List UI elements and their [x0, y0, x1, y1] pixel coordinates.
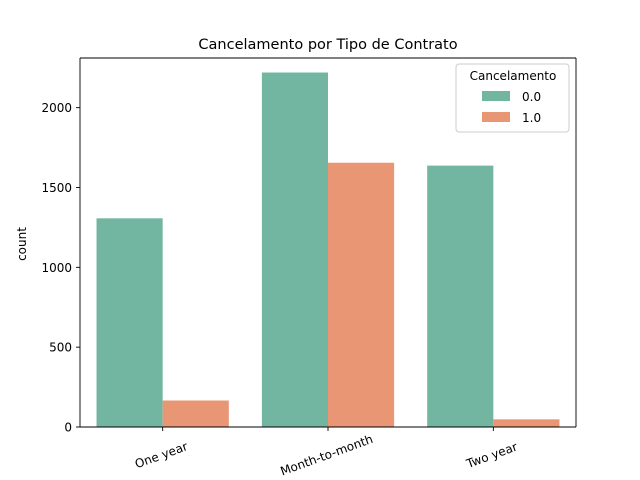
bar-one-year-series-1 [162, 400, 229, 427]
y-tick-label: 500 [49, 341, 72, 355]
chart-title: Cancelamento por Tipo de Contrato [198, 37, 457, 53]
y-tick-label: 0 [64, 421, 72, 435]
y-tick-label: 1000 [41, 261, 72, 275]
bar-two-year-series-0 [427, 165, 494, 427]
y-tick-label: 1500 [41, 181, 72, 195]
bar-one-year-series-0 [96, 218, 163, 427]
bar-month-to-month-series-1 [328, 162, 395, 427]
y-axis-label: count [15, 227, 29, 261]
legend-swatch-series-1 [482, 112, 510, 122]
legend-label-series-0: 0.0 [522, 90, 541, 104]
x-tick-label: Month-to-month [278, 432, 374, 479]
y-tick-label: 2000 [41, 101, 72, 115]
legend-title: Cancelamento [470, 69, 557, 83]
legend-label-series-1: 1.0 [522, 111, 541, 125]
bars-group [96, 72, 560, 427]
bar-month-to-month-series-0 [261, 72, 328, 427]
x-tick-label: Two year [464, 440, 520, 472]
legend: Cancelamento 0.0 1.0 [455, 63, 570, 133]
x-tick-label: One year [133, 439, 190, 471]
bar-two-year-series-1 [493, 419, 560, 427]
legend-swatch-series-0 [482, 91, 510, 101]
